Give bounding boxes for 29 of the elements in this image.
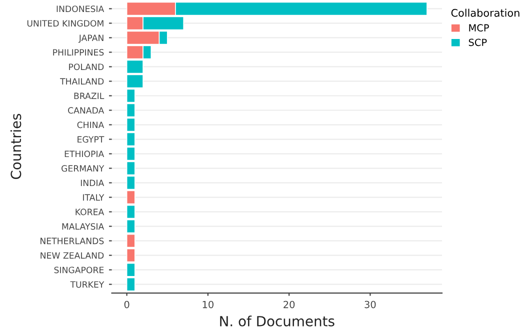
y-tick-label: UNITED KINGDOM [27, 20, 104, 27]
y-tick-label: INDONESIA [56, 6, 104, 12]
y-tick-label: BRAZIL [74, 92, 104, 100]
legend-label: MCP [469, 24, 489, 32]
y-axis-title: Countries [10, 114, 22, 180]
x-tick-label: 30 [364, 300, 376, 308]
y-tick-label: JAPAN [78, 34, 104, 43]
x-tick-label: 20 [284, 300, 295, 308]
y-tick-label: ETHIOPIA [64, 150, 104, 158]
y-tick-label: POLAND [69, 64, 104, 70]
legend-title: Collaboration [451, 8, 520, 17]
y-tick-label: INDIA [80, 180, 104, 186]
y-tick-label: ITALY [83, 194, 104, 201]
y-tick-label: CHINA [77, 122, 104, 128]
y-tick-label: THAILAND [60, 78, 104, 85]
x-tick-label: 10 [202, 300, 214, 308]
y-tick-label: TURKEY [70, 281, 104, 288]
x-tick-label: 0 [124, 300, 130, 308]
y-tick-label: CANADA [68, 107, 104, 114]
y-tick-label: NETHERLANDS [40, 238, 104, 244]
x-axis-title: N. of Documents [220, 316, 334, 326]
y-tick-label: SINGAPORE [54, 266, 104, 274]
y-tick-label: NEW ZEALAND [40, 252, 104, 259]
y-tick-label: PHILIPPINES [53, 49, 104, 56]
legend-label: SCP [468, 38, 487, 46]
y-tick-label: EGYPT [78, 136, 104, 143]
y-tick-label: KOREA [76, 208, 104, 216]
y-tick-label: MALAYSIA [62, 223, 104, 230]
y-tick-label: GERMANY [62, 165, 104, 172]
